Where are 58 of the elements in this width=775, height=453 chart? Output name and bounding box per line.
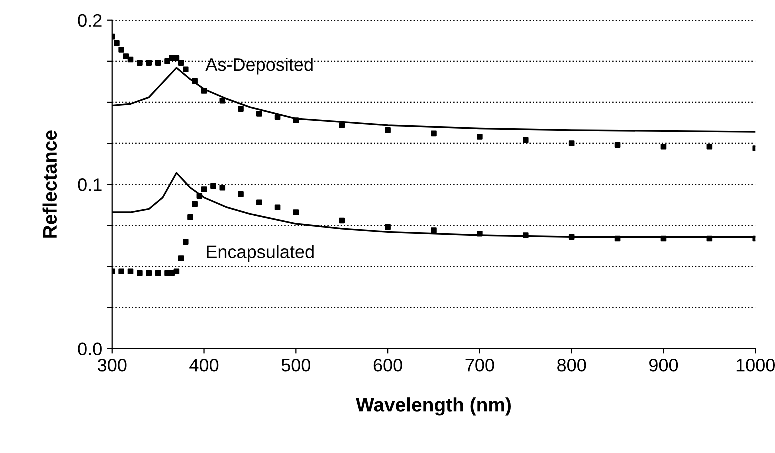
point	[118, 47, 124, 53]
y-tick-label: 0.2	[78, 14, 102, 28]
x-tick-label: 1000	[736, 359, 775, 372]
point	[164, 58, 170, 64]
point	[660, 144, 667, 150]
point	[706, 144, 713, 150]
annotation: As-Deposited	[206, 58, 313, 75]
x-tick-label: 700	[466, 359, 494, 372]
y-tick-label: 0.1	[78, 178, 102, 192]
point	[118, 268, 124, 275]
annotation: Encapsulated	[207, 245, 314, 262]
point	[155, 270, 162, 276]
point	[293, 210, 300, 216]
point	[256, 111, 262, 117]
point	[256, 200, 262, 206]
x-tick-label: 800	[558, 359, 586, 372]
point	[174, 55, 180, 62]
y-axis-title: Reflectance	[42, 130, 58, 238]
point	[477, 134, 483, 140]
point	[137, 270, 143, 276]
x-tick-label: 600	[374, 359, 402, 372]
point	[183, 239, 189, 245]
point	[339, 122, 345, 128]
y-tick-label: 0.0	[78, 342, 102, 356]
point	[174, 268, 180, 275]
point	[169, 270, 175, 276]
point	[431, 130, 437, 137]
point	[155, 60, 162, 66]
point	[146, 60, 152, 66]
point	[238, 106, 244, 112]
x-axis-title: Wavelength (nm)	[356, 398, 511, 416]
point	[178, 60, 184, 66]
x-tick-label: 400	[190, 359, 219, 372]
point	[123, 54, 130, 60]
point	[128, 268, 134, 275]
point	[339, 218, 345, 224]
point	[238, 192, 244, 198]
point	[385, 128, 391, 134]
point	[210, 183, 216, 190]
point	[128, 56, 134, 63]
x-tick-label: 300	[98, 359, 127, 372]
point	[614, 142, 621, 148]
point	[274, 204, 281, 210]
point	[431, 228, 437, 234]
point	[146, 270, 152, 276]
point	[192, 201, 198, 208]
point	[568, 140, 575, 146]
point	[201, 186, 208, 192]
point	[178, 256, 184, 262]
point	[523, 137, 529, 144]
point	[385, 224, 391, 230]
x-tick-label: 900	[650, 359, 678, 372]
point	[137, 60, 143, 66]
point	[114, 40, 120, 46]
point	[183, 66, 189, 73]
point	[188, 214, 194, 220]
point	[220, 184, 226, 191]
x-tick-label: 500	[282, 359, 311, 372]
